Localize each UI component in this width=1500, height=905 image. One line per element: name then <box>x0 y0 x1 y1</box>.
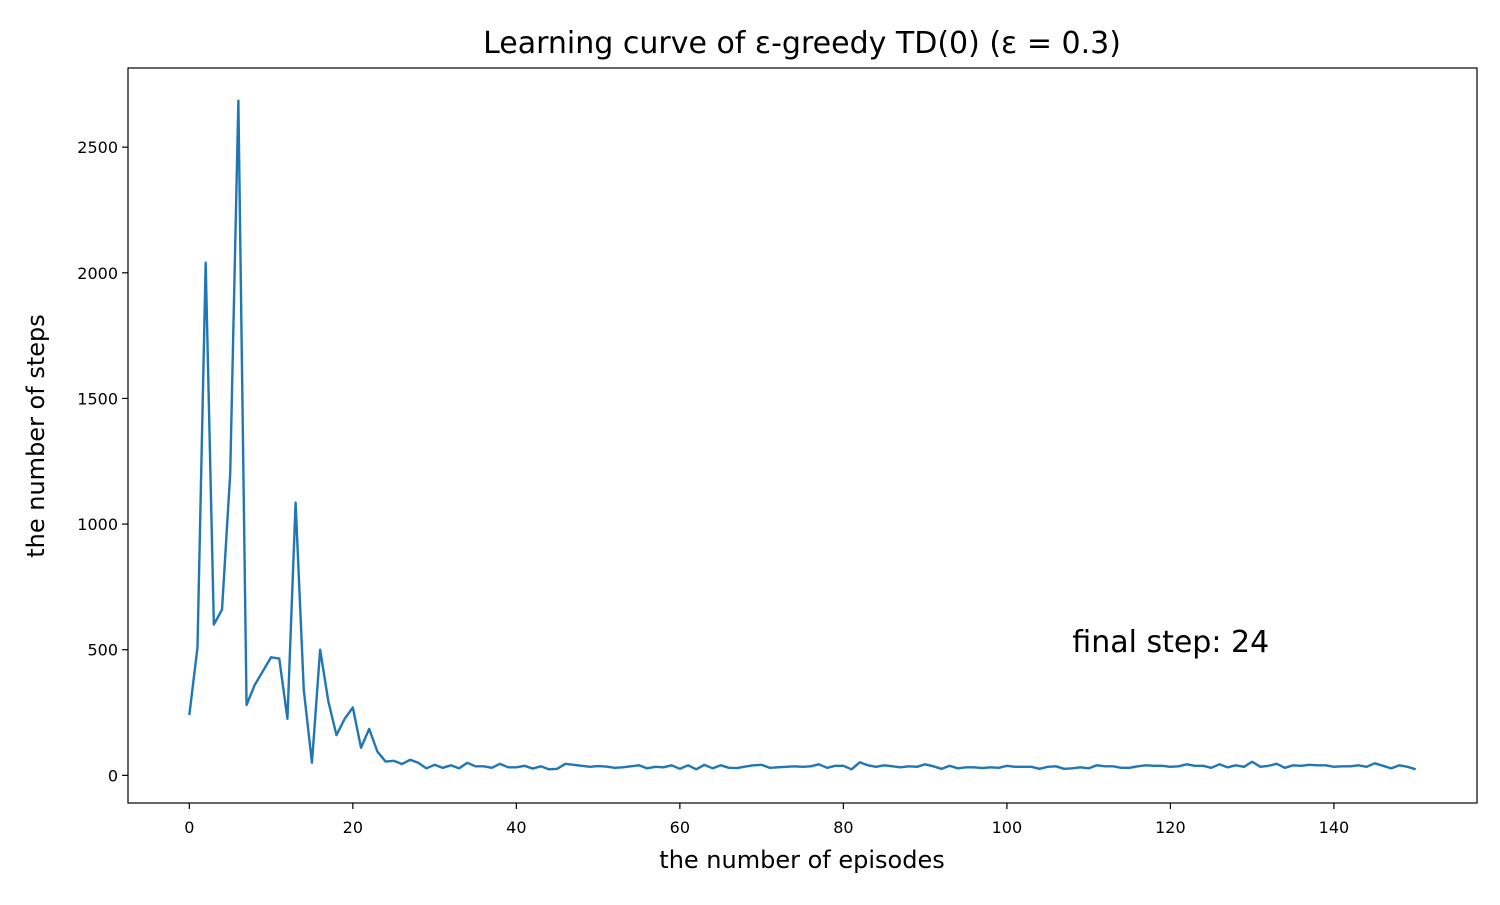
y-axis-label: the number of steps <box>22 314 50 558</box>
x-tick-label: 20 <box>343 818 363 837</box>
series-layer <box>188 99 1417 771</box>
y-tick-label: 1500 <box>77 389 118 408</box>
x-tick-label: 140 <box>1319 818 1350 837</box>
series-line-0 <box>188 99 1417 771</box>
x-tick-label: 100 <box>992 818 1023 837</box>
x-tick-label: 0 <box>184 818 194 837</box>
final-step-annotation: final step: 24 <box>1072 625 1269 660</box>
y-tick-label: 500 <box>87 641 118 660</box>
y-tick-label: 2000 <box>77 264 118 283</box>
x-tick-label: 40 <box>506 818 526 837</box>
plot-frame <box>127 67 1478 804</box>
chart-title: Learning curve of ε-greedy TD(0) (ε = 0.… <box>483 26 1121 61</box>
x-axis-ticks: 0 20 40 60 80 100 120 140 <box>184 803 1349 837</box>
plot-area-background <box>128 68 1477 803</box>
x-tick-label: 80 <box>833 818 853 837</box>
x-axis-label: the number of episodes <box>659 846 944 874</box>
y-tick-label: 0 <box>108 766 118 785</box>
x-tick-label: 120 <box>1155 818 1186 837</box>
y-axis-ticks: 0 500 1000 1500 2000 2500 <box>77 138 128 785</box>
y-tick-label: 2500 <box>77 138 118 157</box>
x-tick-label: 60 <box>670 818 690 837</box>
y-tick-label: 1000 <box>77 515 118 534</box>
